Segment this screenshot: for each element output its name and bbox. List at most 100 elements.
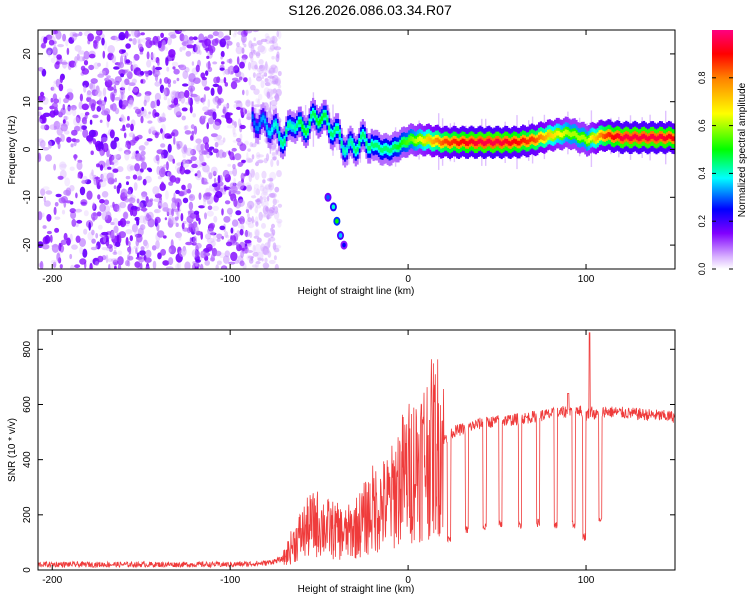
noise-blob xyxy=(260,191,268,197)
noise-blob xyxy=(185,159,193,164)
noise-blob xyxy=(244,249,249,253)
noise-blob xyxy=(41,212,45,217)
noise-blob xyxy=(131,156,135,160)
noise-blob xyxy=(253,37,256,42)
noise-blob xyxy=(212,148,219,154)
noise-blob xyxy=(50,97,54,103)
noise-blob xyxy=(138,43,143,50)
signal-track-segment xyxy=(265,124,268,130)
x-tick-label: 0 xyxy=(405,575,411,586)
noise-blob xyxy=(174,165,181,171)
noise-blob xyxy=(96,211,102,217)
signal-track-segment xyxy=(605,133,608,139)
noise-blob xyxy=(114,97,122,101)
noise-blob xyxy=(156,99,161,107)
noise-blob xyxy=(159,78,162,85)
noise-blob xyxy=(182,197,189,204)
noise-blob xyxy=(38,95,46,102)
noise-blob xyxy=(268,193,276,198)
signal-track-segment xyxy=(420,137,423,142)
noise-blob xyxy=(236,137,242,143)
noise-blob xyxy=(251,154,255,160)
noise-blob xyxy=(221,191,226,195)
noise-blob xyxy=(149,198,154,202)
secondary-track-core xyxy=(331,204,336,210)
noise-blob xyxy=(117,263,122,269)
noise-blob xyxy=(173,192,176,202)
noise-blob xyxy=(144,141,149,146)
noise-blob xyxy=(73,116,81,127)
noise-blob xyxy=(255,261,261,265)
noise-blob xyxy=(156,149,164,155)
noise-blob xyxy=(169,175,177,183)
noise-blob xyxy=(175,263,180,269)
noise-blob xyxy=(162,235,167,239)
noise-blob xyxy=(76,161,83,170)
noise-blob xyxy=(252,251,259,257)
noise-blob xyxy=(256,252,264,261)
signal-track-segment xyxy=(648,135,651,141)
noise-blob xyxy=(178,94,182,102)
signal-track-segment xyxy=(635,135,639,140)
noise-blob xyxy=(46,214,52,222)
noise-blob xyxy=(276,30,280,38)
signal-track-segment xyxy=(456,140,459,146)
signal-track-segment xyxy=(454,139,457,144)
noise-blob xyxy=(125,220,131,224)
noise-blob xyxy=(175,189,180,195)
signal-track-segment xyxy=(367,145,370,151)
noise-blob xyxy=(101,37,105,46)
noise-blob xyxy=(249,204,252,209)
signal-track-segment xyxy=(481,139,484,145)
noise-blob xyxy=(92,138,97,145)
noise-blob xyxy=(132,37,137,46)
noise-blob xyxy=(203,198,207,208)
noise-blob xyxy=(100,100,107,106)
colorbar-tick-label: 0.6 xyxy=(697,119,707,132)
noise-blob xyxy=(166,152,172,161)
noise-blob xyxy=(212,61,218,65)
noise-blob xyxy=(176,112,182,116)
noise-blob xyxy=(157,230,165,238)
noise-blob xyxy=(251,195,257,199)
noise-blob xyxy=(88,64,95,71)
signal-track-segment xyxy=(401,140,404,145)
noise-blob xyxy=(70,264,75,269)
signal-track-segment xyxy=(377,145,381,150)
noise-blob xyxy=(193,210,200,215)
noise-blob xyxy=(222,137,226,143)
noise-blob xyxy=(114,80,120,86)
noise-blob xyxy=(124,30,129,39)
noise-blob xyxy=(236,106,241,110)
noise-blob xyxy=(62,103,66,111)
noise-blob xyxy=(58,110,62,117)
noise-blob xyxy=(96,105,102,112)
noise-blob xyxy=(190,81,195,86)
noise-blob xyxy=(223,216,231,223)
noise-blob xyxy=(250,43,258,47)
noise-blob xyxy=(237,217,244,222)
noise-blob xyxy=(195,138,202,144)
signal-track-segment xyxy=(338,132,341,137)
signal-track-segment xyxy=(482,141,485,147)
noise-blob xyxy=(245,208,249,214)
signal-track-segment xyxy=(609,132,612,138)
noise-blob xyxy=(225,112,231,121)
signal-track-segment xyxy=(659,133,662,139)
noise-blob xyxy=(107,52,114,61)
noise-blob xyxy=(240,107,244,117)
signal-track-segment xyxy=(562,131,566,136)
signal-track-segment xyxy=(315,117,318,123)
noise-blob xyxy=(271,151,276,156)
noise-blob xyxy=(268,259,276,265)
noise-blob xyxy=(154,81,161,87)
signal-track-segment xyxy=(376,142,379,148)
noise-blob xyxy=(136,252,140,259)
noise-blob xyxy=(221,236,224,240)
noise-blob xyxy=(230,227,234,234)
signal-track-segment xyxy=(431,139,434,145)
noise-blob xyxy=(231,120,235,126)
noise-blob xyxy=(267,70,272,74)
noise-blob xyxy=(206,122,209,130)
noise-blob xyxy=(244,101,252,107)
